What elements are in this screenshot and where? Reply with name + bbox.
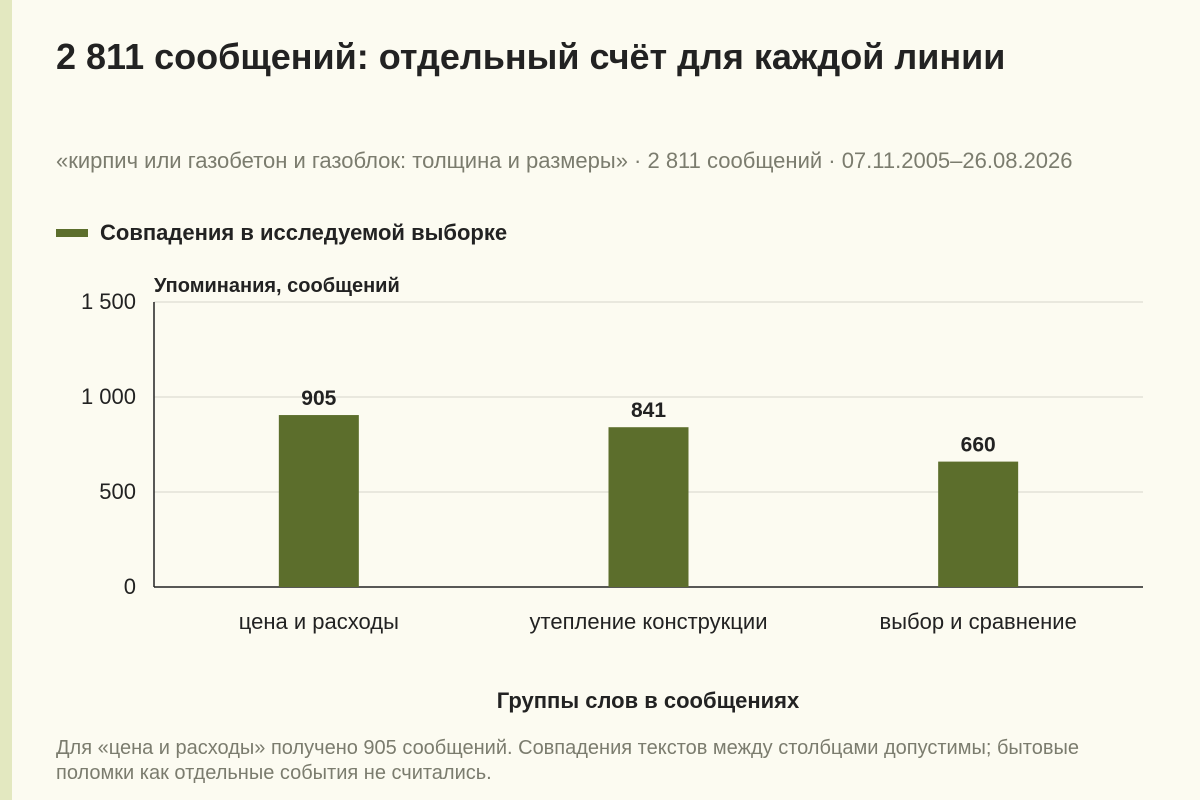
legend-label: Совпадения в исследуемой выборке <box>100 220 508 245</box>
bars <box>278 415 1019 587</box>
chart-subtitle: «кирпич или газобетон и газоблок: толщин… <box>56 148 1073 173</box>
y-axis-title: Упоминания, сообщений <box>154 275 400 297</box>
legend-swatch <box>56 229 88 237</box>
labels: 0 500 1 000 1 500 Упоминания, сообщений 905 це… <box>81 275 1077 713</box>
chart-title: 2 811 сообщений: отдельный счёт для кажд… <box>56 36 1006 77</box>
x-axis-title: Группы слов в сообщениях <box>497 688 800 713</box>
bar-value-label: 905 <box>301 387 336 410</box>
bar-value-label: 660 <box>961 434 996 457</box>
footnote: Для «цена и расходы» получено 905 сообще… <box>56 737 1079 784</box>
x-tick-label: выбор и сравнение <box>880 609 1077 634</box>
y-tick-label: 1 000 <box>81 384 136 409</box>
left-accent-stripe <box>0 0 12 800</box>
bar <box>278 415 359 587</box>
bar-value-label: 841 <box>631 399 666 422</box>
y-tick-label: 0 <box>124 574 136 599</box>
bar <box>608 427 689 587</box>
x-tick-label: цена и расходы <box>239 609 399 634</box>
y-tick-label: 1 500 <box>81 289 136 314</box>
x-tick-label: утепление конструкции <box>530 609 768 634</box>
y-tick-label: 500 <box>99 479 136 504</box>
legend: Совпадения в исследуемой выборке <box>56 218 507 248</box>
bar <box>938 461 1019 587</box>
